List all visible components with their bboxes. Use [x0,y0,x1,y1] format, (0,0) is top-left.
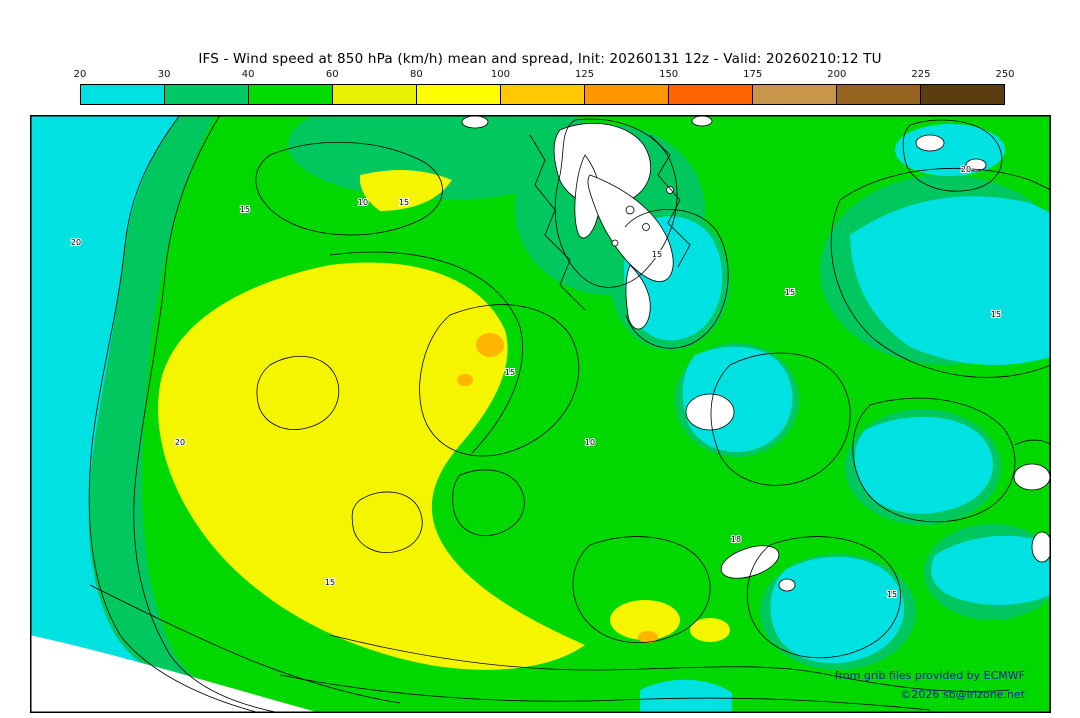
colorbar-segment [837,85,921,104]
colorbar-tick-label: 30 [157,69,171,80]
colorbar-segment [921,85,1004,104]
map-yellow-zones [158,170,730,670]
colorbar-segment [249,85,333,104]
contour-label: 15 [991,310,1001,319]
contour-label: 20 [71,238,81,247]
colorbar-segment [81,85,165,104]
colorbar-segment [165,85,249,104]
colorbar-tick-label: 100 [490,69,510,80]
contour-label: 20 [175,438,185,447]
contour-label: 15 [505,368,515,377]
contour-label: 15 [887,590,897,599]
colorbar-tick-label: 150 [659,69,679,80]
wind-map-svg: 20 15 10 15 15 15 20 15 18 15 10 15 20 15 [30,115,1051,713]
contour-label: 15 [785,288,795,297]
contour-label: 15 [652,250,662,259]
contour-label: 15 [399,198,409,207]
contour-label: 10 [585,438,595,447]
colorbar-segment [333,85,417,104]
contour-label: 10 [358,198,368,207]
colorbar-segments [80,84,1005,105]
wind-map: 20 15 10 15 15 15 20 15 18 15 10 15 20 15 [30,115,1051,713]
map-orange-zones [457,333,658,643]
map-cyan-zones [30,115,1051,713]
colorbar-tick-label: 20 [73,69,87,80]
contour-label: 18 [731,535,741,544]
colorbar-segment [501,85,585,104]
contour-label: 20 [961,165,971,174]
contour-labels-layer: 20 15 10 15 15 15 20 15 18 15 10 15 20 15 [70,164,1002,600]
colorbar-tick-label: 225 [911,69,931,80]
colorbar-ticks: 20 30 40 60 80 100 125 150 175 200 225 250 [74,69,1015,82]
colorbar-segment [669,85,753,104]
colorbar-segment [753,85,837,104]
map-title: IFS - Wind speed at 850 hPa (km/h) mean … [198,51,882,67]
colorbar-tick-label: 125 [574,69,595,80]
map-frame [30,115,1051,713]
contour-label: 15 [325,578,335,587]
colorbar-tick-label: 40 [241,69,255,80]
colorbar-segment [585,85,669,104]
colorbar-tick-label: 250 [995,69,1015,80]
contour-label: 15 [240,205,250,214]
colorbar-tick-label: 60 [325,69,339,80]
map-white-zones [30,115,1051,713]
colorbar-tick-label: 200 [827,69,847,80]
colorbar-segment [417,85,501,104]
attribution-copyright: ©2026 sb@irizone.net [900,688,1025,701]
colorbar-tick-label: 175 [743,69,763,80]
map-contour-lines [88,115,1051,713]
colorbar-tick-label: 80 [409,69,423,80]
attribution-source: from grib files provided by ECMWF [834,669,1025,682]
